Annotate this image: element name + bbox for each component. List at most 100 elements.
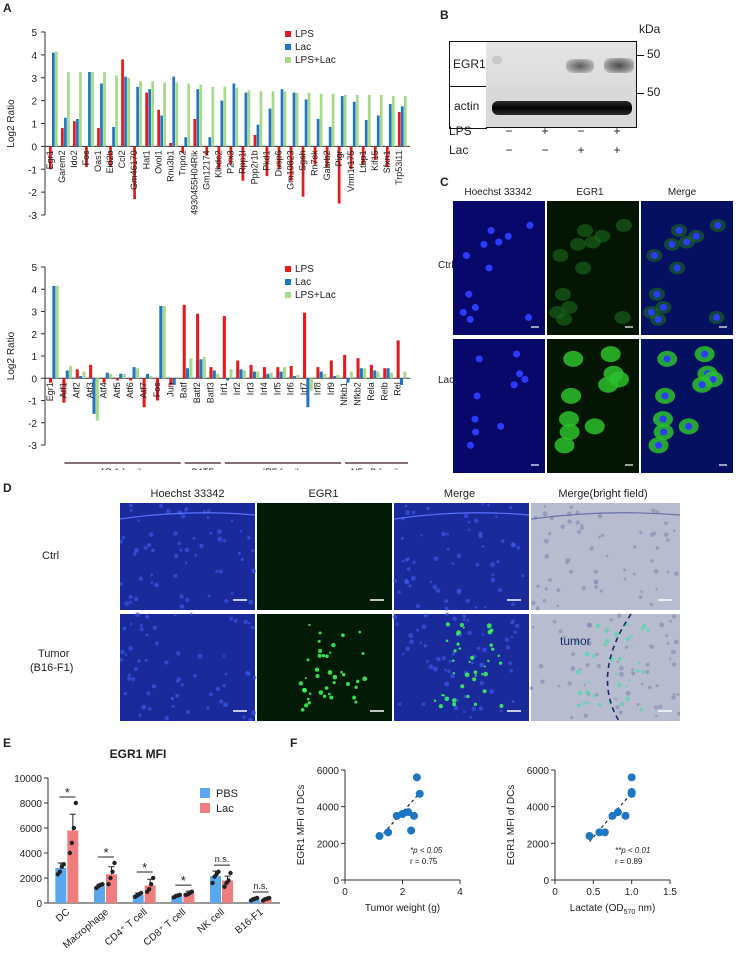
tissue-nucleus xyxy=(436,657,441,662)
bar-lps xyxy=(182,304,186,379)
tissue-nucleus xyxy=(614,697,617,701)
tissue-nucleus xyxy=(433,556,439,561)
tissue-nucleus xyxy=(420,534,423,537)
scatter-point xyxy=(384,828,393,837)
tissue-bg xyxy=(394,614,529,721)
tissue-nucleus xyxy=(631,671,636,676)
egr1-signal xyxy=(303,703,309,708)
egr1-signal xyxy=(597,702,602,707)
tissue-nucleus xyxy=(242,715,246,719)
bar-lps-lac xyxy=(55,285,59,379)
tissue-nucleus xyxy=(478,706,484,711)
y-tick-label: -1 xyxy=(28,397,37,408)
y-tick-label: 2 xyxy=(31,97,37,108)
bar-lac xyxy=(400,106,404,147)
egr1-signal xyxy=(322,694,327,699)
bar-lac xyxy=(124,76,127,147)
tissue-nucleus xyxy=(589,546,594,551)
category-label: DC xyxy=(54,907,72,925)
data-point xyxy=(73,800,79,806)
y-tick-label: 4 xyxy=(31,285,37,296)
egr1-signal xyxy=(302,687,307,693)
tissue-nucleus xyxy=(444,668,447,672)
category-label: Irf2 xyxy=(232,382,242,395)
tissue-nucleus xyxy=(673,692,676,696)
bar-lps xyxy=(181,146,185,154)
bar-lps xyxy=(62,378,66,403)
y-tick-label: 5 xyxy=(31,263,37,274)
category-label: NK cell xyxy=(196,907,227,936)
egr1-signal xyxy=(453,649,457,653)
category-label: Pigr xyxy=(334,150,344,166)
tissue-nucleus xyxy=(133,667,138,672)
tissue-nucleus xyxy=(250,625,255,630)
tissue-nucleus xyxy=(676,693,680,696)
y-tick-label: 2000 xyxy=(527,839,550,850)
egr1-signal xyxy=(630,644,633,647)
tissue-nucleus xyxy=(154,582,159,588)
category-label: Irf5 xyxy=(272,382,282,395)
bar-lac xyxy=(256,124,260,147)
lps-sign: + xyxy=(613,124,621,138)
tissue-nucleus xyxy=(133,548,139,553)
legend-label: LPS xyxy=(295,264,314,275)
legend-swatch xyxy=(285,292,291,298)
tissue-nucleus xyxy=(576,529,582,535)
tissue-nucleus xyxy=(575,510,580,515)
micro-image-lac-merge xyxy=(641,339,733,473)
tissue-nucleus xyxy=(624,645,629,649)
micro-bg xyxy=(453,339,545,473)
tissue-nucleus xyxy=(567,681,572,686)
bar-lps xyxy=(85,146,88,167)
tissue-nucleus xyxy=(404,504,408,508)
nucleus xyxy=(471,415,479,423)
tissue-nucleus xyxy=(466,618,470,622)
tissue-nucleus xyxy=(179,604,185,609)
category-label: Irf9 xyxy=(326,382,336,395)
y-tick-label: 10000 xyxy=(14,774,42,785)
category-label: Jun xyxy=(165,382,175,397)
lac-sign: + xyxy=(613,143,621,157)
bar-pbs xyxy=(171,896,183,903)
scatter-point xyxy=(585,832,594,840)
tissue-nucleus xyxy=(247,622,251,625)
egr1-signal xyxy=(460,684,465,689)
tissue-nucleus xyxy=(184,508,188,512)
legend-swatch xyxy=(285,266,291,272)
bar-lps xyxy=(361,146,365,165)
category-label: Irf8 xyxy=(312,382,322,395)
bar-lac xyxy=(65,370,69,379)
bar-lps-lac xyxy=(376,371,380,379)
tissue-nucleus xyxy=(173,531,178,536)
tissue-nucleus xyxy=(138,713,142,717)
bar-lac xyxy=(119,373,123,379)
tissue-nucleus xyxy=(146,543,152,548)
bar-lps xyxy=(75,369,79,379)
egr1-signal xyxy=(577,691,582,696)
tissue-nucleus xyxy=(674,571,679,576)
egr1-cell xyxy=(575,261,592,275)
tissue-nucleus xyxy=(544,553,550,559)
marker-tick-1 xyxy=(636,55,644,56)
bar-lps-lac xyxy=(199,84,203,147)
row-lac: Lac xyxy=(438,375,455,386)
nucleus xyxy=(459,308,467,316)
tissue-nucleus xyxy=(510,620,515,625)
tissue-nucleus xyxy=(638,595,643,599)
bar-lac xyxy=(196,89,200,147)
bar-lac xyxy=(386,368,390,379)
bar-pbs xyxy=(94,886,105,903)
scatter-point xyxy=(613,808,622,817)
bar-lac xyxy=(399,378,404,385)
bar-lps-lac xyxy=(135,368,139,379)
tissue-nucleus xyxy=(672,662,677,667)
egr1-signal xyxy=(318,648,323,653)
y-tick-label: 1 xyxy=(31,120,37,131)
category-label: Egr1 xyxy=(45,150,55,169)
tissue-nucleus xyxy=(224,672,228,676)
bar-lps xyxy=(73,121,76,147)
tissue-nucleus xyxy=(251,710,257,716)
tissue-nucleus xyxy=(509,669,514,673)
category-label: Irf4 xyxy=(259,382,269,395)
bar-lac xyxy=(105,372,109,379)
